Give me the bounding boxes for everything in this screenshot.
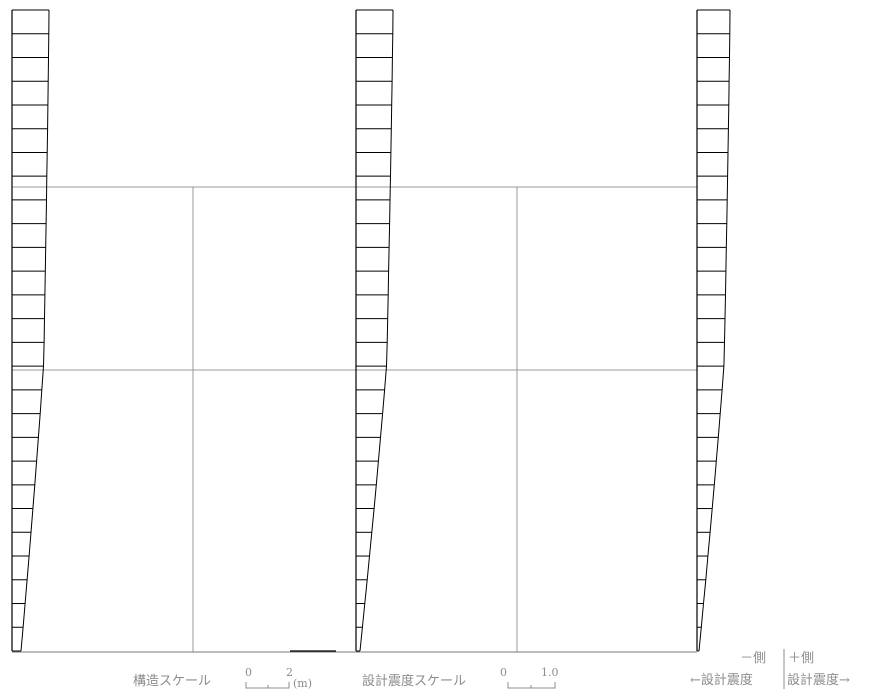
structure-scale-label: 構造スケール (133, 674, 211, 689)
structure-scale-zero: 0 (245, 666, 252, 679)
legend: 構造スケール 0 2 (m) 設計震度スケール 0 1.0 －側 ＋側 ←設計震… (133, 649, 850, 690)
plus-seismic-label: 設計震度→ (787, 672, 850, 688)
structure-scale-unit: (m) (293, 677, 312, 690)
minus-seismic-label: ←設計震度 (690, 672, 753, 688)
middle-pile-profile (359, 9, 394, 652)
right-pile (696, 9, 731, 652)
minus-side-label: －側 (740, 651, 766, 666)
seismic-scale-zero: 0 (500, 666, 507, 679)
plus-side-label: ＋側 (788, 651, 814, 666)
left-pile (11, 9, 50, 652)
structure-scale-value: 2 (286, 666, 293, 679)
frame-grid (12, 186, 697, 653)
right-pile-profile (698, 9, 731, 652)
seismic-scale-label: 設計震度スケール (362, 673, 466, 689)
middle-pile (355, 9, 394, 652)
seismic-scale-value: 1.0 (541, 666, 559, 679)
pile-diagrams (11, 9, 731, 652)
left-pile-profile (20, 9, 50, 652)
